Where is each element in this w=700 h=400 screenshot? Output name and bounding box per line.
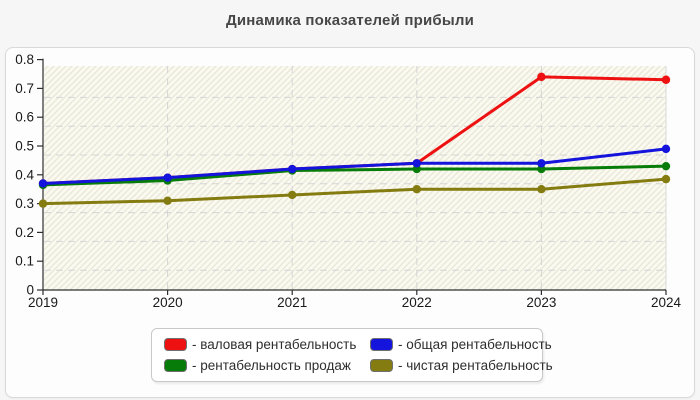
x-axis-ticks: 2019 2020 2021 2022 2023 2024 <box>28 290 682 310</box>
chart-title: Динамика показателей прибыли <box>225 12 475 29</box>
legend-swatch-red-icon <box>164 338 187 351</box>
data-point <box>537 164 546 174</box>
y-tick-label: 0.2 <box>15 225 34 240</box>
y-tick-label: 0.4 <box>15 167 34 182</box>
data-point <box>537 72 546 82</box>
legend-item: - чистая рентабельность <box>370 358 553 373</box>
data-point <box>537 159 546 168</box>
y-axis-ticks: 0 0.1 0.2 0.3 0.4 0.5 0.6 0.7 0.8 <box>15 52 43 298</box>
data-point <box>38 179 48 188</box>
data-point <box>661 144 671 154</box>
x-tick-label: 2024 <box>651 295 682 310</box>
series-2 <box>38 174 671 208</box>
legend-label: - чистая рентабельность <box>398 358 553 373</box>
y-tick-label: 0.1 <box>15 254 34 269</box>
x-tick-label: 2020 <box>153 295 183 310</box>
y-gridlines <box>44 96 666 271</box>
data-point <box>288 164 297 174</box>
data-point <box>537 185 546 194</box>
y-tick-label: 0.8 <box>15 52 34 67</box>
x-tick-label: 2019 <box>28 295 58 310</box>
data-point <box>163 173 172 182</box>
legend-item: - рентабельность продаж <box>164 358 370 373</box>
data-point <box>661 174 671 184</box>
y-tick-label: 0.6 <box>15 110 34 125</box>
data-point <box>163 196 172 205</box>
y-tick-label: 0 <box>26 283 34 298</box>
data-point <box>412 164 421 174</box>
data-point <box>661 161 671 171</box>
data-point <box>38 199 48 208</box>
data-point <box>412 159 421 168</box>
x-tick-label: 2022 <box>402 295 432 310</box>
x-tick-label: 2023 <box>526 295 556 310</box>
legend-label: - общая рентабельность <box>398 337 552 352</box>
legend-label: - рентабельность продаж <box>192 358 351 373</box>
x-tick-label: 2021 <box>277 295 307 310</box>
legend-label: - валовая рентабельность <box>192 337 357 352</box>
legend-swatch-green-icon <box>164 359 187 372</box>
legend-item: - общая рентабельность <box>370 337 553 352</box>
series-3 <box>38 144 671 188</box>
legend-item: - валовая рентабельность <box>164 337 370 352</box>
legend-swatch-blue-icon <box>370 338 393 351</box>
data-point <box>661 75 671 84</box>
data-point <box>288 190 297 200</box>
data-point <box>412 185 421 194</box>
legend-swatch-olive-icon <box>370 359 393 372</box>
chart-legend: - валовая рентабельность - общая рентабе… <box>151 328 553 382</box>
y-tick-label: 0.5 <box>15 139 34 154</box>
y-tick-label: 0.7 <box>15 81 34 96</box>
y-tick-label: 0.3 <box>15 196 34 211</box>
